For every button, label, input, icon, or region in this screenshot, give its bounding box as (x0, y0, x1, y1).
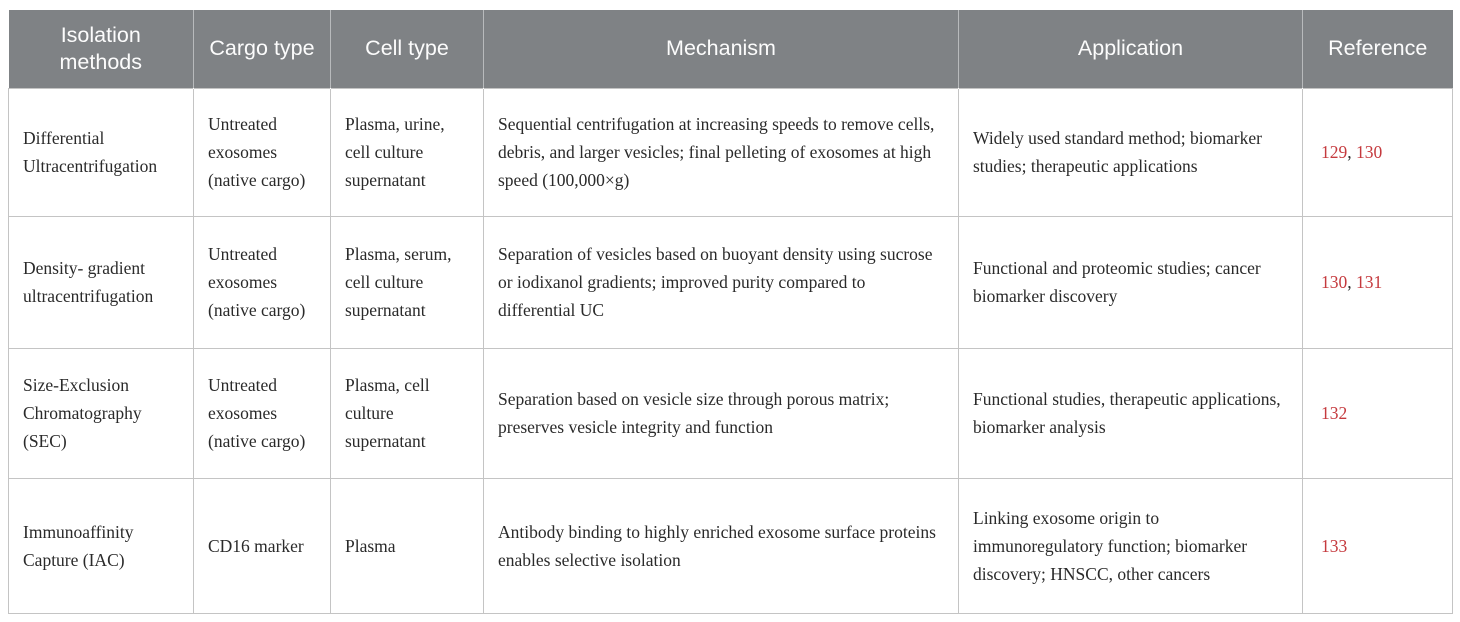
header-row: Isolation methods Cargo type Cell type M… (8, 10, 1453, 88)
column-header-cargo-type: Cargo type (193, 10, 331, 88)
isolation-methods-table: Isolation methods Cargo type Cell type M… (8, 10, 1453, 614)
reference-separator: , (1347, 142, 1356, 162)
isolation-method-cell: Differential Ultracentrifugation (8, 87, 194, 217)
column-header-mechanism: Mechanism (483, 10, 959, 88)
mechanism-cell: Separation of vesicles based on buoyant … (483, 215, 959, 349)
cargo-type-cell: Untreated exosomes (native cargo) (193, 347, 331, 479)
citation-link[interactable]: 130 (1321, 272, 1348, 292)
cargo-type-cell: Untreated exosomes (native cargo) (193, 87, 331, 217)
cell-type-cell: Plasma, cell culture supernatant (330, 347, 484, 479)
cell-type-cell: Plasma, serum, cell culture supernatant (330, 215, 484, 349)
cargo-type-cell: Untreated exosomes (native cargo) (193, 215, 331, 349)
isolation-method-cell: Density- gradient ultracentrifugation (8, 215, 194, 349)
cell-type-cell: Plasma (330, 477, 484, 614)
cell-type-cell: Plasma, urine, cell culture supernatant (330, 87, 484, 217)
table-row: Density- gradient ultracentrifugation Un… (8, 215, 1453, 349)
application-cell: Functional and proteomic studies; cancer… (958, 215, 1303, 349)
mechanism-cell: Antibody binding to highly enriched exos… (483, 477, 959, 614)
table-row: Immunoaffinity Capture (IAC) CD16 marker… (8, 477, 1453, 614)
reference-separator: , (1347, 272, 1356, 292)
cargo-type-cell: CD16 marker (193, 477, 331, 614)
application-cell: Widely used standard method; biomarker s… (958, 87, 1303, 217)
citation-link[interactable]: 130 (1356, 142, 1383, 162)
column-header-reference: Reference (1302, 10, 1453, 88)
citation-link[interactable]: 129 (1321, 142, 1348, 162)
citation-link[interactable]: 133 (1321, 535, 1348, 556)
citation-link[interactable]: 131 (1356, 272, 1383, 292)
reference-cell: 132 (1302, 347, 1453, 479)
citation-link[interactable]: 132 (1321, 403, 1348, 423)
reference-cell: 130, 131 (1302, 215, 1453, 349)
column-header-isolation-methods: Isolation methods (8, 10, 194, 88)
application-cell: Linking exosome origin to immunoregulato… (958, 477, 1303, 614)
reference-cell: 133 (1302, 477, 1453, 614)
reference-cell: 129, 130 (1302, 87, 1453, 217)
mechanism-cell: Separation based on vesicle size through… (483, 347, 959, 479)
column-header-application: Application (958, 10, 1303, 88)
table-row: Differential Ultracentrifugation Untreat… (8, 87, 1453, 217)
column-header-cell-type: Cell type (330, 10, 484, 88)
table-body: Differential Ultracentrifugation Untreat… (8, 87, 1453, 614)
table-header: Isolation methods Cargo type Cell type M… (8, 10, 1453, 88)
isolation-method-cell: Size-Exclusion Chromatography (SEC) (8, 347, 194, 479)
isolation-method-cell: Immunoaffinity Capture (IAC) (8, 477, 194, 614)
application-cell: Functional studies, therapeutic applicat… (958, 347, 1303, 479)
table-row: Size-Exclusion Chromatography (SEC) Untr… (8, 347, 1453, 479)
mechanism-cell: Sequential centrifugation at increasing … (483, 87, 959, 217)
